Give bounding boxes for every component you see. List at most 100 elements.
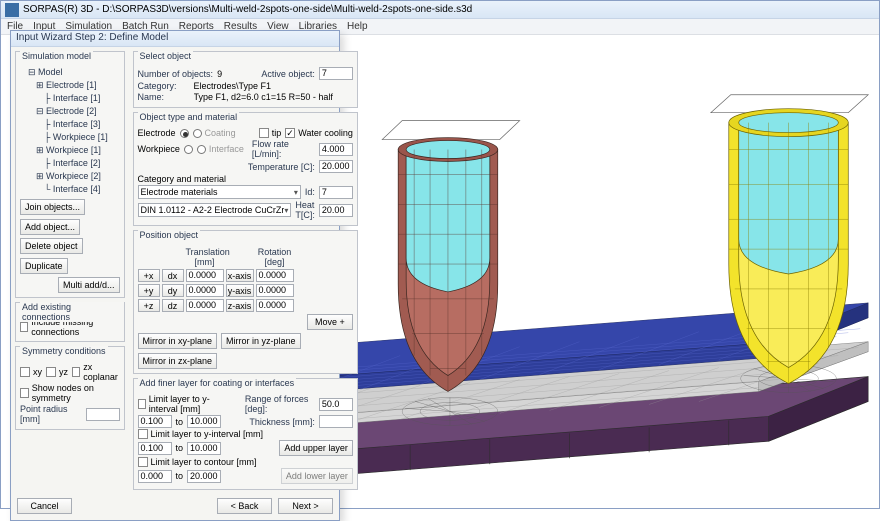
mirror-yz-button[interactable]: Mirror in yz-plane [221, 333, 301, 349]
thickness-label: Thickness [mm]: [249, 417, 315, 427]
delete-object-button[interactable]: Delete object [20, 238, 83, 254]
tree-node[interactable]: ⊞ Electrode [1] [20, 79, 120, 92]
xaxis-button[interactable]: x-axis [226, 269, 254, 282]
category-select[interactable]: Electrode materials▾ [138, 185, 301, 199]
tip-checkbox[interactable]: tip [259, 128, 282, 138]
move-button[interactable]: Move + [307, 314, 353, 330]
lyto-input[interactable]: 10.000 [187, 442, 221, 455]
show-nodes-checkbox[interactable]: Show nodes on symmetry [20, 383, 120, 403]
radio-icon [193, 129, 202, 138]
yto-input[interactable]: 10.000 [187, 415, 221, 428]
join-objects-button[interactable]: Join objects... [20, 199, 85, 215]
mirror-zx-button[interactable]: Mirror in zx-plane [138, 353, 218, 369]
flow-input[interactable]: 4.000 [319, 143, 353, 156]
tree-node[interactable]: ⊞ Workpiece [1] [20, 144, 120, 157]
electrode-label: Electrode [138, 128, 176, 138]
show-nodes-label: Show nodes on symmetry [32, 383, 120, 403]
tree-node[interactable]: ├ Interface [2] [20, 157, 120, 170]
yfrom-input[interactable]: 0.100 [138, 415, 172, 428]
range-forces-label: Range of forces [deg]: [245, 394, 315, 414]
dx-input[interactable]: 0.0000 [186, 269, 224, 282]
tree-node[interactable]: └ Interface [4] [20, 183, 120, 196]
symmetry-legend: Symmetry conditions [20, 346, 108, 356]
workpiece-radio[interactable] [184, 145, 193, 154]
active-object-input[interactable]: 7 [319, 67, 353, 80]
add-object-button[interactable]: Add object... [20, 219, 80, 235]
checkbox-icon [20, 367, 30, 377]
plus-z-button[interactable]: +z [138, 299, 160, 312]
multi-add-button[interactable]: Multi add/d... [58, 277, 120, 293]
dy-button[interactable]: dy [162, 284, 184, 297]
checkbox-icon [46, 367, 56, 377]
rx-input[interactable]: 0.0000 [256, 269, 294, 282]
checkbox-icon [138, 399, 146, 409]
checkbox-icon [20, 388, 29, 398]
limit-y-checkbox[interactable]: Limit layer to y-interval [mm] [138, 429, 264, 439]
tree-node[interactable]: ├ Interface [1] [20, 92, 120, 105]
add-lower-layer-button: Add lower layer [281, 468, 353, 484]
id-label: Id: [305, 187, 315, 197]
dx-button[interactable]: dx [162, 269, 184, 282]
limit-contour-checkbox[interactable]: Limit layer to contour [mm] [138, 457, 257, 467]
select-object-legend: Select object [138, 51, 194, 61]
lyfrom-input[interactable]: 0.100 [138, 442, 172, 455]
sym-zx-label: zx coplanar [83, 362, 119, 382]
tree-node[interactable]: ⊟ Model [20, 66, 120, 79]
object-type-group: Object type and material Electrode Coati… [133, 112, 358, 226]
simulation-model-legend: Simulation model [20, 51, 93, 61]
dz-input[interactable]: 0.0000 [186, 299, 224, 312]
tree-node[interactable]: ├ Interface [3] [20, 118, 120, 131]
yaxis-button[interactable]: y-axis [226, 284, 254, 297]
tree-node[interactable]: ⊞ Workpiece [2] [20, 170, 120, 183]
ht-label: Heat T[C]: [295, 200, 315, 220]
lcto-input[interactable]: 20.000 [187, 470, 221, 483]
tree-node[interactable]: ⊟ Electrode [2] [20, 105, 120, 118]
sym-yz-checkbox[interactable]: yz [46, 367, 68, 377]
rz-input[interactable]: 0.0000 [256, 299, 294, 312]
checkbox-icon [259, 128, 269, 138]
coating-label: Coating [205, 128, 236, 138]
input-wizard-dialog: Input Wizard Step 2: Define Model Simula… [10, 30, 340, 521]
translation-header: Translation [mm] [186, 247, 224, 267]
name-value: Type F1, d2=6.0 c1=15 R=50 - half [194, 92, 333, 102]
position-legend: Position object [138, 230, 201, 240]
object-type-legend: Object type and material [138, 112, 240, 122]
zaxis-button[interactable]: z-axis [226, 299, 254, 312]
next-button[interactable]: Next > [278, 498, 333, 514]
checkbox-icon [285, 128, 295, 138]
dz-button[interactable]: dz [162, 299, 184, 312]
thickness-input[interactable] [319, 415, 353, 428]
duplicate-button[interactable]: Duplicate [20, 258, 68, 274]
water-cooling-checkbox[interactable]: Water cooling [285, 128, 353, 138]
coating-radio[interactable]: Coating [193, 128, 236, 138]
material-select[interactable]: DIN 1.0112 - A2-2 Electrode CuCrZr▾ [138, 203, 292, 217]
plus-y-button[interactable]: +y [138, 284, 160, 297]
to-label: to [176, 417, 184, 427]
temp-input[interactable]: 20.000 [319, 160, 353, 173]
plus-x-button[interactable]: +x [138, 269, 160, 282]
menu-help[interactable]: Help [347, 21, 368, 32]
point-radius-input[interactable] [86, 408, 120, 421]
tree-node[interactable]: ├ Workpiece [1] [20, 131, 120, 144]
sym-zx-checkbox[interactable]: zx coplanar [72, 362, 120, 382]
interface-radio[interactable]: Interface [197, 144, 244, 154]
id-input[interactable]: 7 [319, 186, 353, 199]
add-y-checkbox[interactable]: Limit layer to y-interval [mm] [138, 394, 237, 414]
electrode-radio[interactable] [180, 129, 189, 138]
mirror-xy-button[interactable]: Mirror in xy-plane [138, 333, 218, 349]
back-button[interactable]: < Back [217, 498, 272, 514]
chevron-down-icon: ▾ [294, 188, 298, 197]
dy-input[interactable]: 0.0000 [186, 284, 224, 297]
model-tree[interactable]: ⊟ Model ⊞ Electrode [1] ├ Interface [1] … [20, 66, 120, 196]
position-group: Position object Translation [mm] Rotatio… [133, 230, 358, 374]
material-select-value: DIN 1.0112 - A2-2 Electrode CuCrZr [141, 205, 285, 215]
lcfrom-input[interactable]: 0.000 [138, 470, 172, 483]
sym-xy-checkbox[interactable]: xy [20, 367, 42, 377]
cancel-button[interactable]: Cancel [17, 498, 72, 514]
ry-input[interactable]: 0.0000 [256, 284, 294, 297]
ht-input[interactable]: 20.00 [319, 204, 353, 217]
to-label2: to [176, 443, 184, 453]
limit-contour-label: Limit layer to contour [mm] [151, 457, 257, 467]
range-forces-input[interactable]: 50.0 [319, 398, 353, 411]
add-upper-layer-button[interactable]: Add upper layer [279, 440, 353, 456]
